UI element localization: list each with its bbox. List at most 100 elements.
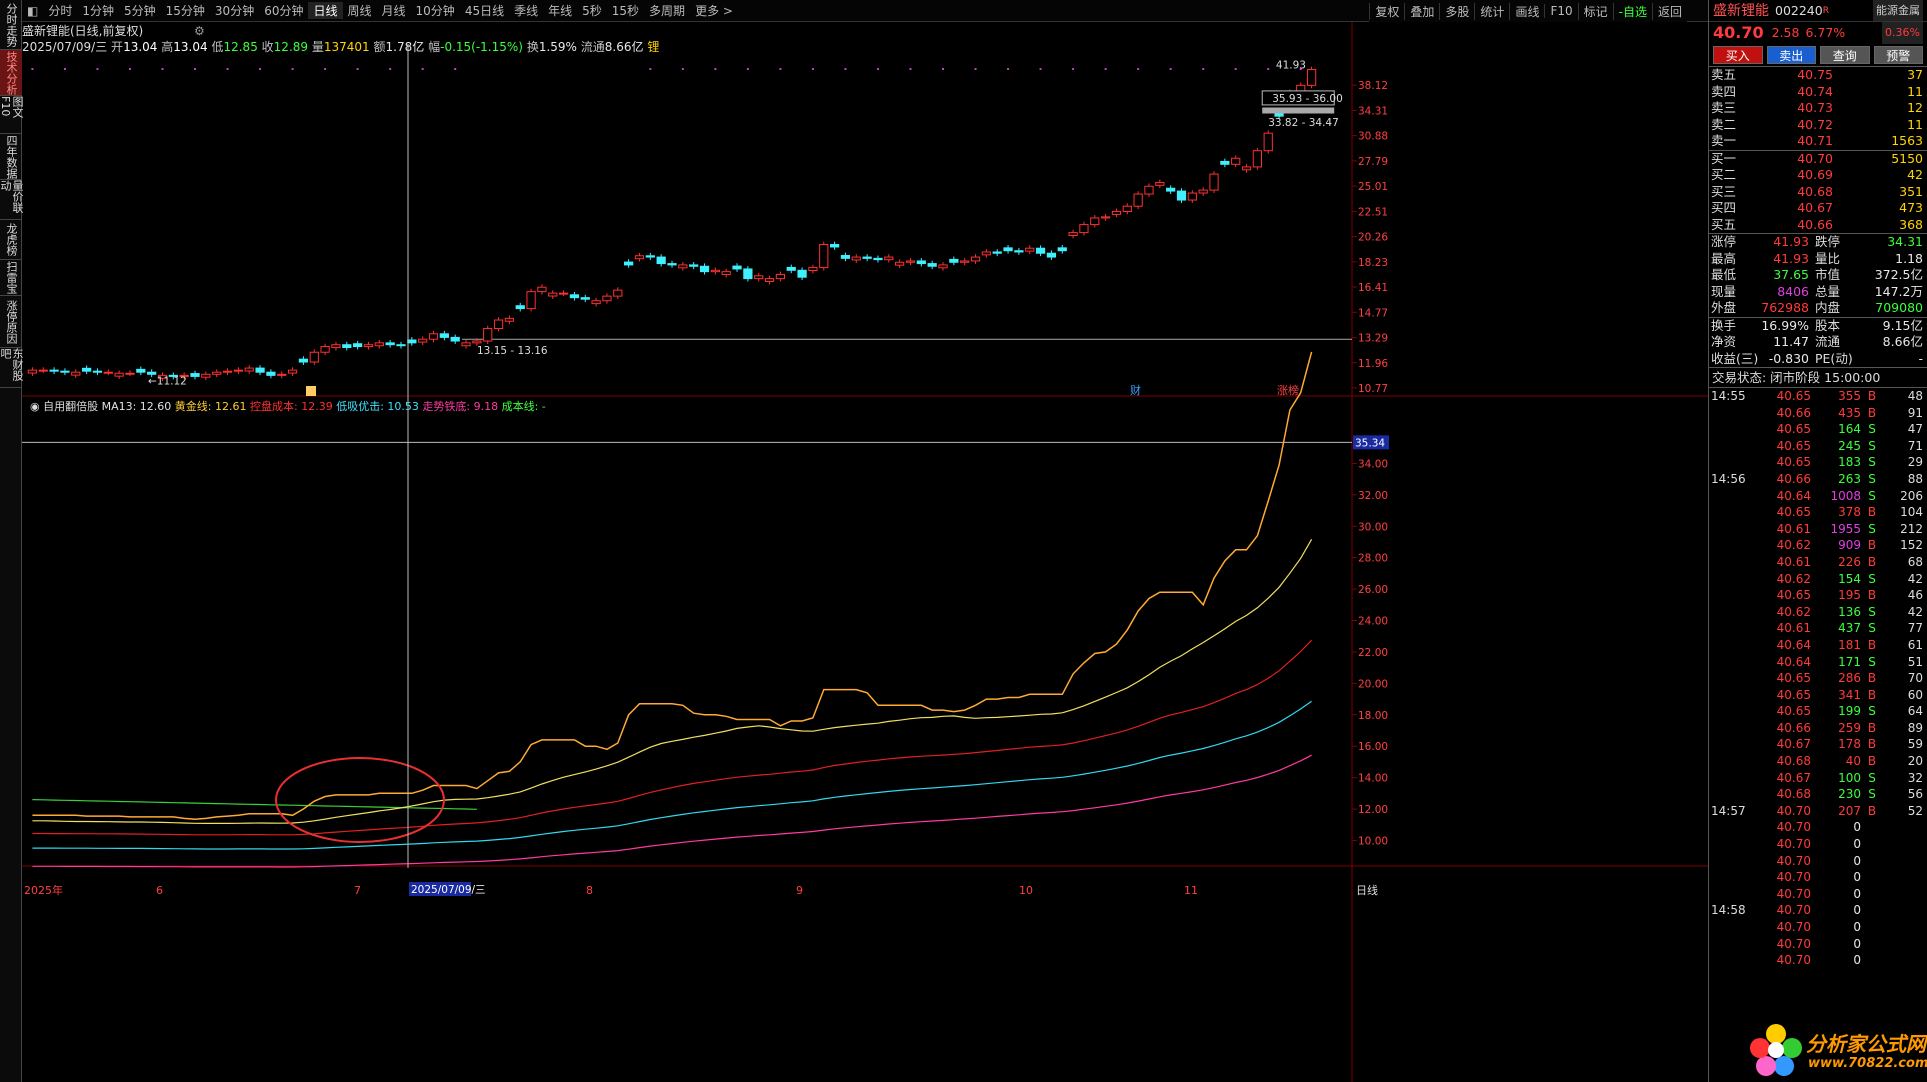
period-6[interactable]: 日线 xyxy=(308,2,343,19)
tick-row: 40.61 226 B 68 xyxy=(1709,554,1927,571)
trade-status: 交易状态: 闭市阶段 15:00:00 xyxy=(1709,367,1927,387)
left-tab-0[interactable]: 分时走势 xyxy=(0,0,22,50)
period-12[interactable]: 年线 xyxy=(548,4,573,18)
tick-row: 40.67 100 S 32 xyxy=(1709,770,1927,787)
left-tab-5[interactable]: 龙虎榜 xyxy=(0,220,22,260)
book-volume: 351 xyxy=(1899,183,1923,199)
trade-btn-0[interactable]: 买入 xyxy=(1713,46,1763,64)
stat-label: PE(动) xyxy=(1815,350,1853,366)
book-volume: 368 xyxy=(1899,216,1923,232)
tick-count: 212 xyxy=(1900,521,1923,536)
trade-btn-1[interactable]: 卖出 xyxy=(1766,46,1816,64)
candle-body xyxy=(721,271,731,276)
period-15[interactable]: 多周期 xyxy=(649,4,686,18)
left-tab-bar: 分时走势 技术分析 图文F10 四年数据 量价联动 龙虎榜 扫雷宝 涨停原因 东财股吧 xyxy=(0,0,24,1082)
tool-6[interactable]: 标记 xyxy=(1577,2,1613,20)
tick-side: S xyxy=(1868,571,1876,586)
tick-volume: 259 xyxy=(1838,720,1861,735)
tick-time xyxy=(1709,654,1765,671)
stat-value: 147.2万 xyxy=(1874,283,1923,299)
left-tab-4[interactable]: 量价联动 xyxy=(0,180,24,220)
candle-body xyxy=(222,370,233,373)
tick-list[interactable]: 14:55 40.65 355 B 48 40.66 435 B 91 40.65 164 S 47 40… xyxy=(1709,387,1927,969)
sector-tag[interactable]: 能源金属 xyxy=(1873,0,1923,21)
change-value: -0.15(-1.15%) xyxy=(440,40,523,54)
event-dot xyxy=(1202,68,1205,70)
tool-4[interactable]: 画线 xyxy=(1509,2,1544,20)
left-tab-8[interactable]: 东财股吧 xyxy=(0,348,24,388)
indicator-item: MA13: 12.60 xyxy=(102,400,175,413)
tick-time xyxy=(1709,869,1765,886)
tick-price: 40.70 xyxy=(1776,953,1811,968)
candle-body xyxy=(895,261,905,266)
stat-value: -0.830 xyxy=(1768,350,1809,366)
left-tab-3[interactable]: 四年数据 xyxy=(0,134,22,180)
tool-0[interactable]: 复权 xyxy=(1369,2,1404,20)
tick-row: 40.62 136 S 42 xyxy=(1709,604,1927,621)
period-2[interactable]: 5分钟 xyxy=(124,4,156,18)
period-9[interactable]: 10分钟 xyxy=(415,4,455,18)
period-11[interactable]: 季线 xyxy=(514,4,539,18)
tick-row: 40.70 0 xyxy=(1709,886,1927,903)
period-5[interactable]: 60分钟 xyxy=(264,4,304,18)
tick-side: B xyxy=(1867,803,1877,818)
stats2-row: 净资 11.47 流通 8.66亿 xyxy=(1709,334,1927,351)
candle-body xyxy=(743,268,753,280)
period-3[interactable]: 15分钟 xyxy=(165,4,205,18)
tick-side: S xyxy=(1868,521,1876,536)
left-tab-1[interactable]: 技术分析 xyxy=(0,50,22,96)
period-1[interactable]: 1分钟 xyxy=(82,4,114,18)
highlight-ellipse xyxy=(275,757,445,843)
panel-toggle-icon[interactable]: ◧ xyxy=(27,3,39,18)
tool-3[interactable]: 统计 xyxy=(1474,2,1509,20)
event-dot xyxy=(681,68,684,70)
tick-side: B xyxy=(1867,538,1877,553)
period-14[interactable]: 15秒 xyxy=(611,4,640,18)
period-10[interactable]: 45日线 xyxy=(464,4,505,18)
event-dot xyxy=(1137,68,1140,70)
tool-5[interactable]: F10 xyxy=(1544,4,1577,18)
candle-body xyxy=(797,269,807,278)
candle-body xyxy=(515,305,525,310)
tick-count: 42 xyxy=(1907,604,1923,619)
period-toolbar: ◧ 分时 1分钟 5分钟 15分钟 30分钟 60分钟 日线 周线 月线 10分钟 45日线 季线 年线 5… xyxy=(22,0,1708,22)
tick-price: 40.67 xyxy=(1776,737,1811,752)
candle-body xyxy=(363,344,374,348)
price-tick-label: 27.79 xyxy=(1358,156,1388,168)
left-tab-2[interactable]: 图文F10 xyxy=(0,96,24,134)
indicator-name: ◉ 自用翻倍股 xyxy=(30,399,102,413)
trade-btn-3[interactable]: 预警 xyxy=(1873,46,1923,64)
period-16[interactable]: 更多 > xyxy=(695,4,733,18)
left-tab-6[interactable]: 扫雷宝 xyxy=(0,260,22,296)
period-0[interactable]: 分时 xyxy=(48,4,73,18)
tick-row: 40.65 183 S 29 xyxy=(1709,454,1927,471)
tick-count xyxy=(1883,936,1927,953)
candle-body xyxy=(331,344,341,349)
period-13[interactable]: 5秒 xyxy=(582,4,602,18)
candle-body xyxy=(754,275,764,280)
left-tab-7[interactable]: 涨停原因 xyxy=(0,296,22,348)
tool-2[interactable]: 多股 xyxy=(1439,2,1474,20)
period-4[interactable]: 30分钟 xyxy=(214,4,255,18)
kline-chart[interactable]: 38.12 34.31 30.88 27.79 25.01 22.51 20.26 18.23… xyxy=(22,22,1708,1082)
tick-time xyxy=(1709,521,1765,538)
ind-tick-label: 16.00 xyxy=(1358,741,1388,753)
tool-8[interactable]: 返回 xyxy=(1651,2,1687,20)
stat-label: 市值 xyxy=(1815,267,1841,282)
tick-volume: 0 xyxy=(1853,853,1861,868)
event-dot xyxy=(1007,68,1010,70)
period-7[interactable]: 周线 xyxy=(347,4,372,18)
settings-icon[interactable]: ⚙ xyxy=(194,24,205,38)
price-tick-label: 25.01 xyxy=(1358,181,1388,193)
event-dot xyxy=(649,68,652,70)
candle-body xyxy=(992,251,1002,254)
tick-row: 40.65 378 B 104 xyxy=(1709,504,1927,521)
trade-btn-2[interactable]: 查询 xyxy=(1820,46,1870,64)
tick-volume: 0 xyxy=(1853,903,1861,918)
tick-price: 40.61 xyxy=(1776,554,1811,569)
date: 2025/07/09/三 xyxy=(22,40,108,54)
tick-volume: 199 xyxy=(1838,704,1861,719)
tool-7[interactable]: -自选 xyxy=(1612,2,1652,20)
period-8[interactable]: 月线 xyxy=(381,4,406,18)
tool-1[interactable]: 叠加 xyxy=(1404,2,1439,20)
